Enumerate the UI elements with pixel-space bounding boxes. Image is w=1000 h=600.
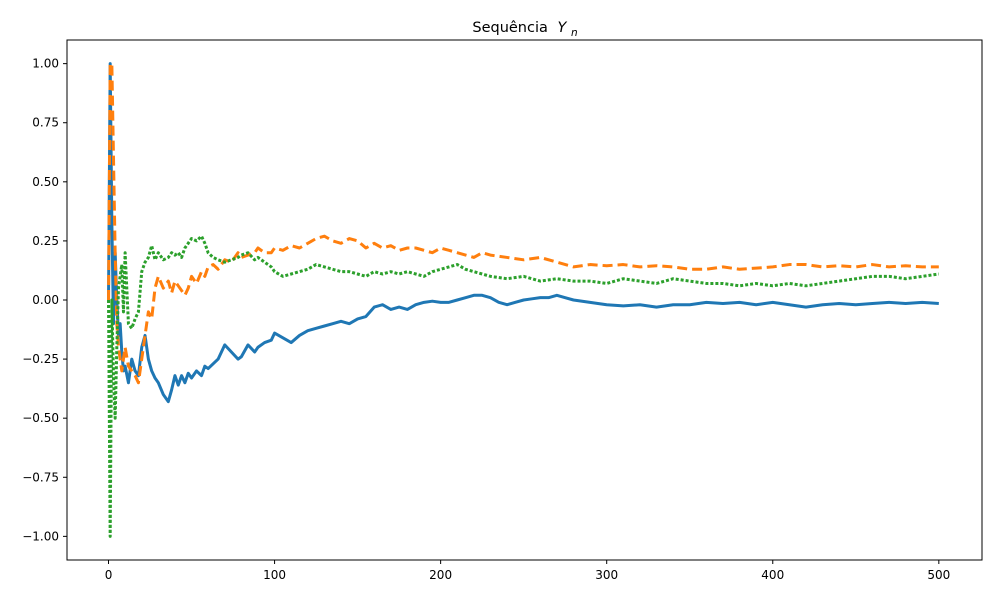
x-tick-label: 400 [761,568,784,582]
y-tick-label: −0.50 [22,411,59,425]
x-tick-label: 500 [927,568,950,582]
chart-title-math: Y [558,20,568,36]
y-tick-label: 0.25 [32,234,59,248]
y-tick-label: −0.75 [22,470,59,484]
series-line-3 [107,234,940,538]
series-line-2 [107,62,939,385]
y-tick-label: −0.25 [22,352,59,366]
x-tick-label: 200 [429,568,452,582]
x-axis: 0 100 200 300 400 500 [105,560,950,582]
y-tick-label: 0.75 [32,116,59,130]
chart-title: Sequência Y n [472,20,577,39]
chart-title-math-sub: n [571,27,578,39]
y-axis: −1.00 −0.75 −0.50 −0.25 0.00 0.25 0.50 0.75 1.00 [22,57,67,543]
plot-area [107,62,940,538]
axes-frame [66,39,983,561]
y-tick-label: 0.50 [32,175,59,189]
y-tick-label: 0.00 [32,293,59,307]
x-tick-label: 0 [105,568,113,582]
x-tick-label: 300 [595,568,618,582]
y-tick-label: −1.00 [22,529,59,543]
chart-title-text: Sequência [472,20,548,36]
series-line-1 [107,62,939,404]
y-tick-label: 1.00 [32,57,59,71]
x-tick-label: 100 [263,568,286,582]
